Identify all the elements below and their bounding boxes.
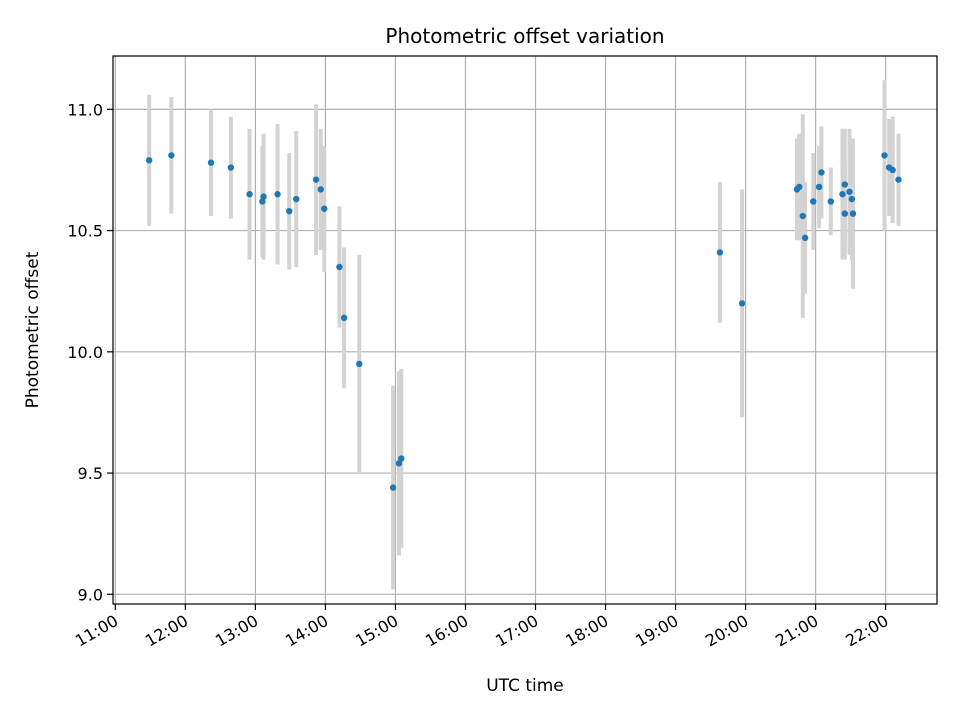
data-point (312, 176, 320, 183)
data-point (889, 166, 896, 174)
data-point (848, 195, 855, 203)
data-point (895, 176, 902, 183)
data-point (227, 164, 235, 171)
data-point (395, 460, 403, 467)
plot-area-frame (112, 55, 938, 605)
data-point (398, 455, 405, 462)
data-point (827, 198, 834, 205)
y-tick-label: 11.0 (67, 100, 103, 119)
data-point (274, 191, 281, 198)
data-point (810, 198, 817, 205)
y-tick-label: 9.5 (78, 464, 103, 483)
data-point (336, 263, 343, 271)
data-point (293, 195, 300, 203)
x-axis-label: UTC time (486, 676, 564, 696)
y-tick-label: 10.5 (67, 222, 103, 241)
data-point (818, 169, 825, 176)
chart-title: Photometric offset variation (385, 24, 664, 48)
data-point (168, 152, 175, 159)
data-point (849, 210, 857, 217)
y-tick-label: 9.0 (78, 585, 103, 604)
data-point (846, 188, 853, 195)
data-point (841, 210, 848, 217)
data-point (389, 484, 397, 491)
data-point (738, 300, 746, 307)
y-axis-label: Photometric offset (23, 251, 43, 408)
data-point (799, 212, 806, 220)
data-point (801, 234, 809, 242)
data-point (839, 191, 846, 198)
data-point (321, 205, 328, 212)
data-point (246, 191, 253, 198)
data-point (286, 207, 293, 215)
y-tick-label: 10.0 (67, 343, 103, 362)
data-point (207, 159, 215, 166)
data-point (340, 314, 348, 322)
data-point (716, 249, 724, 256)
data-points (145, 152, 902, 491)
data-point (881, 152, 888, 159)
data-point (796, 183, 803, 191)
data-point (841, 181, 848, 188)
data-point (145, 157, 153, 164)
data-point (356, 360, 363, 368)
data-point (260, 193, 267, 200)
data-point (259, 198, 266, 205)
y-axis-ticks: 9.0 9.5 10.0 10.5 11.0 (67, 100, 113, 604)
data-point (317, 186, 324, 193)
data-point (815, 183, 823, 191)
